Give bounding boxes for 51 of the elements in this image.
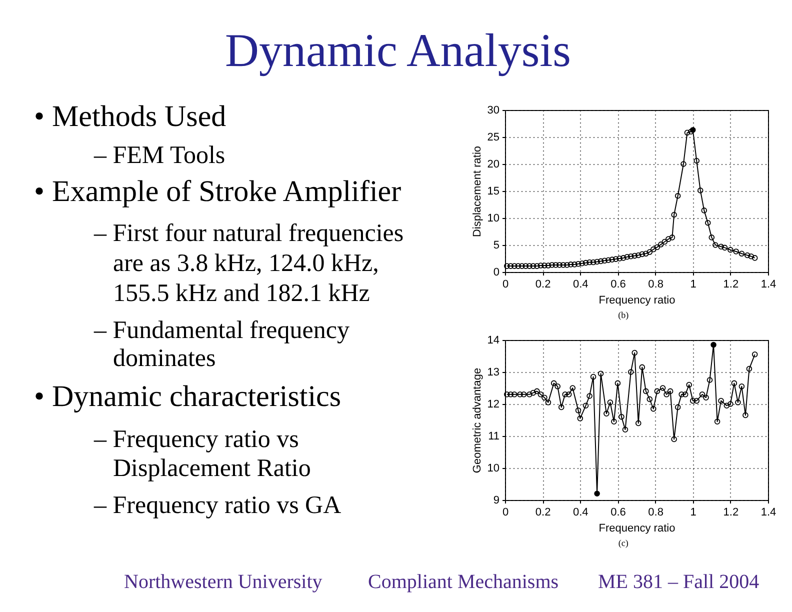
- x-tick-label: 1.4: [760, 278, 776, 290]
- text: • Example of Stroke Amplifier: [34, 175, 402, 208]
- y-tick-label: 15: [487, 186, 500, 198]
- x-tick-label: 1.2: [723, 278, 739, 290]
- x-tick-label: 0.8: [648, 278, 664, 290]
- y-tick-label: 12: [487, 398, 500, 410]
- x-tick-label: 0.4: [572, 506, 588, 518]
- text: – Fundamental frequency: [93, 317, 350, 344]
- text: Compliant Mechanisms: [368, 571, 559, 593]
- x-tick-label: 1.2: [723, 506, 739, 518]
- y-tick-label: 9: [493, 494, 500, 506]
- text: Northwestern University: [124, 571, 322, 593]
- x-axis-title: Frequency ratio: [598, 522, 676, 534]
- text: • Methods Used: [34, 100, 226, 133]
- y-axis-title: Displacement ratio: [471, 146, 484, 238]
- y-tick-label: 25: [487, 132, 500, 144]
- text: – FEM Tools: [93, 142, 226, 169]
- y-tick-label: 30: [487, 104, 500, 116]
- text: 155.5 kHz and 182.1 kHz: [113, 280, 370, 307]
- text: – First four natural frequencies: [93, 220, 404, 247]
- x-tick-label: 0.2: [535, 278, 551, 290]
- y-tick-label: 0: [493, 266, 500, 278]
- x-tick-label: 0.6: [610, 506, 626, 518]
- x-tick-label: 0.4: [572, 278, 588, 290]
- text: – Frequency ratio vs: [93, 426, 299, 453]
- text: (b): [618, 310, 629, 320]
- y-tick-label: 10: [487, 462, 500, 474]
- y-tick-label: 5: [493, 240, 500, 252]
- x-tick-label: 0.6: [610, 278, 626, 290]
- y-tick-label: 20: [487, 158, 500, 170]
- y-tick-label: 13: [487, 366, 500, 378]
- text: (c): [618, 538, 628, 548]
- x-tick-label: 1.4: [760, 506, 776, 518]
- x-tick-label: 0.2: [535, 506, 551, 518]
- text: are as 3.8 kHz, 124.0 kHz,: [113, 250, 379, 277]
- x-tick-label: 0: [502, 278, 509, 290]
- x-tick-label: 0.8: [648, 506, 664, 518]
- x-tick-label: 1: [690, 278, 696, 290]
- text: ME 381 – Fall 2004: [598, 571, 760, 593]
- y-tick-label: 14: [487, 334, 500, 346]
- x-tick-label: 0: [502, 506, 509, 518]
- x-tick-label: 1: [690, 506, 696, 518]
- x-axis-title: Frequency ratio: [598, 294, 676, 306]
- y-tick-label: 11: [488, 430, 500, 442]
- y-tick-label: 10: [487, 212, 500, 224]
- text: • Dynamic characteristics: [34, 380, 342, 413]
- text: Dynamic Analysis: [225, 25, 571, 77]
- text: dominates: [113, 345, 216, 372]
- text: – Frequency ratio vs GA: [93, 492, 342, 519]
- y-axis-title: Geometric advantage: [471, 368, 484, 474]
- text: Displacement Ratio: [113, 455, 311, 482]
